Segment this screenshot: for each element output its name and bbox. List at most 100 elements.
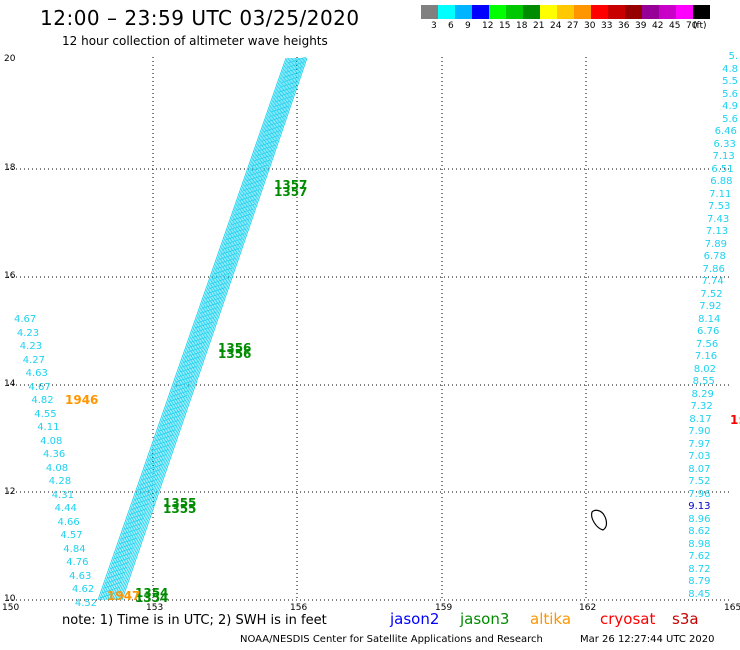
- track-hatch: [168, 395, 188, 402]
- colorbar-swatch: [642, 5, 659, 19]
- satellite-legend-jason3: jason3: [460, 610, 510, 628]
- island-outline: [591, 509, 608, 531]
- generated-timestamp: Mar 26 12:27:44 UTC 2020: [580, 634, 715, 645]
- track-hatch: [130, 503, 150, 510]
- colorbar-label: 39: [635, 21, 647, 31]
- satellite-legend-jason2: jason2: [390, 610, 440, 628]
- track-hatch: [263, 125, 283, 132]
- track-hatch: [170, 390, 189, 398]
- track-hatch: [269, 110, 288, 118]
- track-hatch: [251, 159, 271, 167]
- track-hatch: [146, 459, 165, 466]
- track-hatch: [277, 86, 297, 93]
- swh-value: 8.98: [688, 538, 711, 550]
- colorbar-swatch: [591, 5, 608, 19]
- pass-time-label: 1357: [274, 185, 308, 199]
- colorbar-label: 12: [482, 21, 494, 31]
- pass-time-label: 1355: [163, 496, 197, 510]
- track-hatch: [163, 410, 183, 417]
- track-hatch: [217, 257, 236, 265]
- swh-value: 4.63: [69, 570, 92, 582]
- track-line: [100, 57, 290, 601]
- swh-value: 4.66: [57, 516, 80, 528]
- colorbar-label: 3: [431, 21, 437, 31]
- pass-time-label: 1354: [135, 591, 169, 605]
- track-hatch: [250, 164, 269, 172]
- colorbar-swatch: [676, 5, 693, 19]
- track-hatch: [148, 454, 167, 461]
- track-hatch: [244, 179, 264, 186]
- track-hatch: [125, 518, 145, 525]
- swh-value: 8.07: [688, 463, 711, 475]
- track-hatch: [193, 326, 212, 334]
- swh-value: 8.17: [689, 413, 712, 425]
- track-hatch: [137, 483, 157, 491]
- pass-time-label: 1357: [274, 178, 308, 192]
- colorbar-label: 21: [533, 21, 545, 31]
- track-line: [116, 57, 304, 601]
- track-hatch: [106, 572, 126, 579]
- colorbar-swatch: [608, 5, 625, 19]
- track-hatch: [258, 140, 278, 147]
- track-hatch: [208, 282, 227, 290]
- swh-value: 4.36: [43, 449, 66, 460]
- longitude-label: 162: [579, 603, 597, 613]
- colorbar-swatch: [625, 5, 642, 19]
- swh-value: 7.13: [712, 151, 735, 162]
- colorbar-swatch: [574, 5, 591, 19]
- swh-value: 6.51: [711, 163, 734, 175]
- track-hatch: [270, 105, 290, 113]
- credit-line: NOAA/NESDIS Center for Satellite Applica…: [240, 634, 543, 645]
- track-hatch: [241, 189, 260, 196]
- swh-value: 4.84: [63, 543, 86, 555]
- track-hatch: [127, 513, 146, 520]
- pass-time-label: 1354: [135, 586, 169, 600]
- swh-value: 7.52: [688, 476, 711, 487]
- track-line: [107, 57, 295, 601]
- colorbar-swatch: [455, 5, 472, 19]
- track-hatch: [236, 203, 255, 211]
- swh-value: 6.78: [703, 251, 726, 262]
- colorbar-swatch: [659, 5, 676, 19]
- swh-value: 7.16: [694, 351, 718, 362]
- colorbar-label: 45: [669, 21, 681, 31]
- track-hatch: [284, 66, 303, 74]
- track-hatch: [149, 449, 169, 456]
- track-hatch: [239, 194, 259, 201]
- track-hatch: [118, 537, 138, 545]
- swh-value: 7.89: [704, 238, 727, 250]
- track-hatch: [113, 552, 132, 560]
- track-hatch: [222, 243, 241, 250]
- swh-value: 4.76: [66, 557, 89, 568]
- track-hatch: [279, 81, 298, 88]
- longitude-label: 156: [290, 603, 308, 613]
- track-hatch: [206, 287, 226, 294]
- swh-value: 7.90: [688, 426, 711, 437]
- colorbar-swatch: [523, 5, 540, 19]
- swh-value: 4.57: [60, 530, 83, 541]
- track-hatch: [156, 429, 176, 437]
- swh-value: 7.74: [701, 276, 724, 287]
- swh-value: 7.62: [688, 551, 711, 562]
- swh-value: 8.62: [688, 526, 711, 537]
- track-line: [105, 57, 294, 601]
- track-hatch: [215, 262, 234, 270]
- swh-value: 5.6: [722, 88, 738, 100]
- swh-value: 4.08: [45, 462, 69, 474]
- longitude-label: 165: [724, 603, 740, 613]
- latitude-label: 14: [4, 379, 16, 389]
- track-hatch: [136, 488, 155, 496]
- track-hatch: [179, 365, 198, 373]
- track-hatch: [286, 61, 305, 69]
- track-hatch: [248, 169, 267, 177]
- map-title: 12:00 – 23:59 UTC 03/25/2020: [40, 6, 360, 30]
- satellite-legend-cryosat: cryosat: [600, 610, 656, 628]
- track-hatch: [205, 292, 224, 299]
- swh-value: 7.32: [690, 401, 713, 412]
- pass-time-label: 1356: [218, 341, 252, 355]
- swh-value: 6.76: [697, 326, 720, 337]
- swh-value: 4.55: [34, 408, 57, 420]
- track-hatch: [282, 71, 302, 78]
- track-hatch: [260, 135, 279, 142]
- track-hatch: [165, 405, 184, 412]
